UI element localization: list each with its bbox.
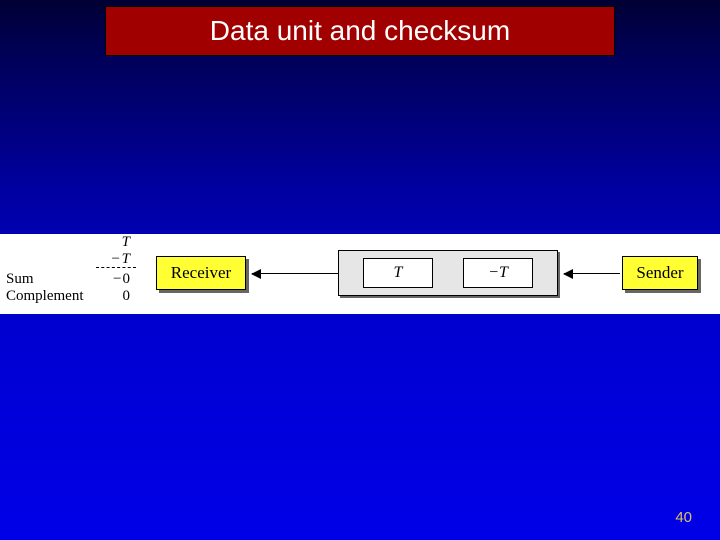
title-bar: Data unit and checksum — [105, 6, 615, 56]
calc-val-2: T — [92, 251, 130, 268]
page-number: 40 — [675, 509, 692, 526]
receiver-label: Receiver — [171, 263, 231, 283]
sender-label: Sender — [636, 263, 683, 283]
receiver-box: Receiver — [156, 256, 246, 290]
diagram-strip: T T Sum 0 Complement 0 Receiver T −T Sen… — [0, 234, 720, 314]
calc-row-3: Sum 0 — [6, 271, 130, 288]
calc-block: T T Sum 0 Complement 0 — [6, 234, 130, 304]
calc-row-4: Complement 0 — [6, 288, 130, 305]
packet-field-negT-label: −T — [488, 264, 508, 282]
calc-val-3: 0 — [92, 271, 130, 288]
calc-row-2: T — [6, 251, 130, 268]
calc-label-complement: Complement — [6, 288, 92, 305]
calc-row-1: T — [6, 234, 130, 251]
packet-field-T: T — [363, 258, 433, 288]
arrow-sender — [564, 273, 620, 274]
calc-val-1: T — [92, 234, 130, 251]
calc-label-2 — [6, 251, 92, 268]
calc-label-sum: Sum — [6, 271, 92, 288]
calc-rule — [96, 267, 136, 268]
packet-field-negT: −T — [463, 258, 533, 288]
slide-title: Data unit and checksum — [210, 15, 510, 47]
packet-box: T −T — [338, 250, 558, 296]
calc-label-1 — [6, 234, 92, 251]
sender-box: Sender — [622, 256, 698, 290]
packet-field-T-label: T — [394, 264, 403, 282]
calc-val-4: 0 — [92, 288, 130, 305]
arrow-receiver — [252, 273, 338, 274]
